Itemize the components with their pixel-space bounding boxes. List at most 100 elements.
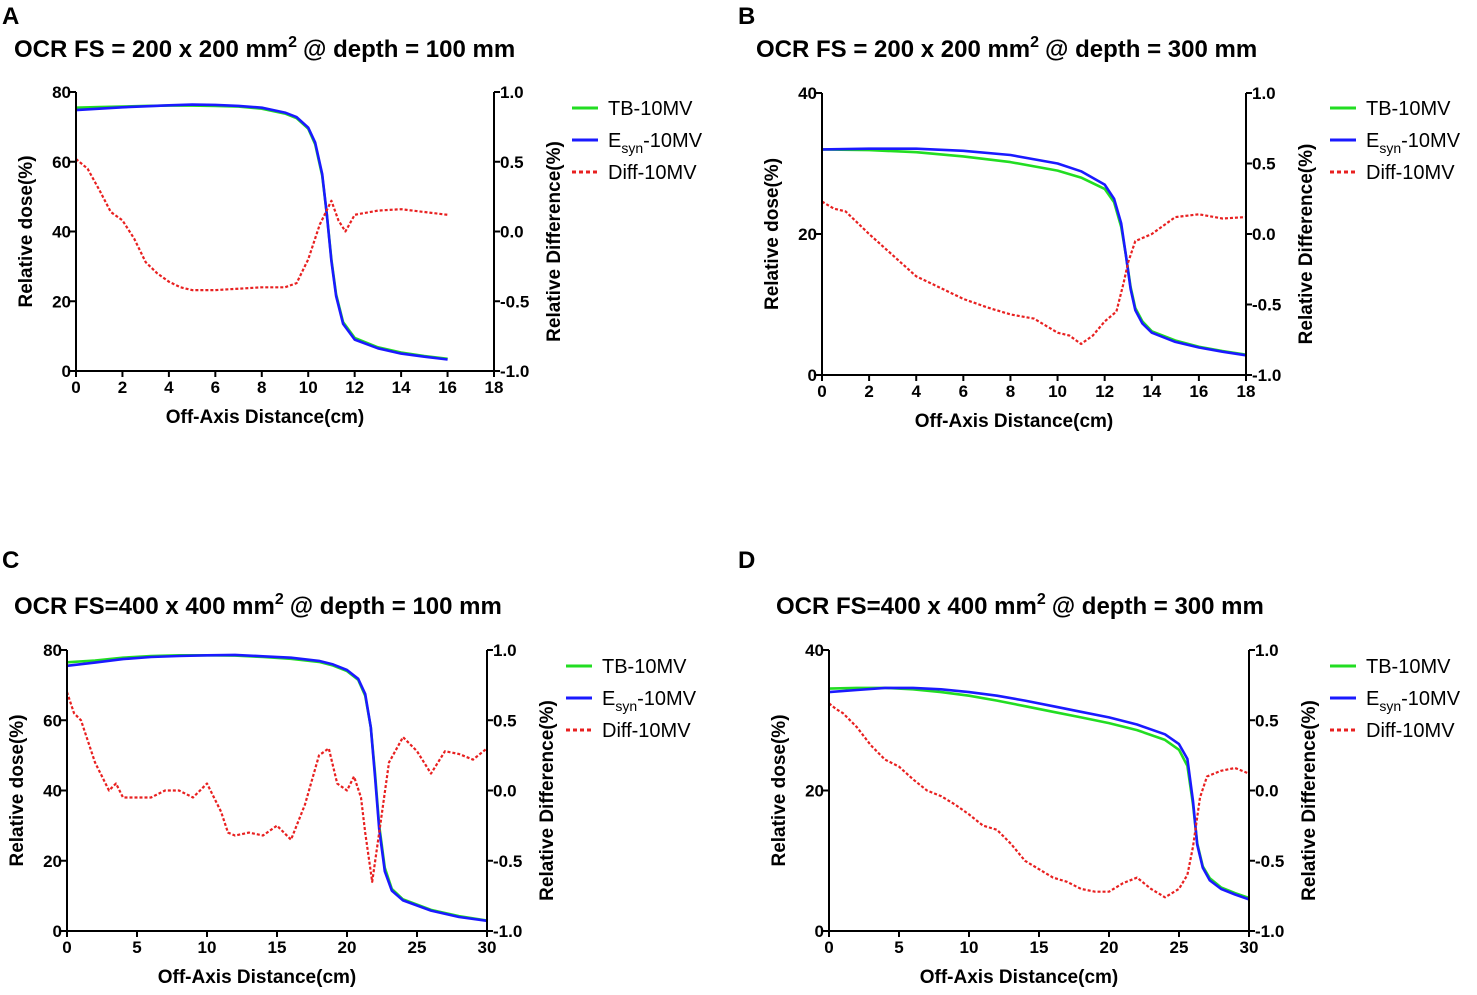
y2-tick-label: 0.5 (1252, 155, 1276, 174)
y2-axis-label: Relative Difference(%) (537, 700, 558, 901)
panel-C: C OCR FS=400 x 400 mm2 @ depth = 100 mm 0 5 1… (2, 547, 697, 988)
x-tick-label: 10 (299, 378, 318, 397)
legend-subscript: syn (621, 140, 643, 156)
panel-title: OCR FS = 200 x 200 mm2 @ depth = 100 mm (14, 34, 515, 63)
legend-prefix: E (1366, 688, 1379, 710)
y-tick-label: 0 (808, 366, 817, 385)
legend-text-main: TB-10MV (608, 98, 693, 120)
legend-text-rest: -10MV (1401, 688, 1461, 710)
legend-prefix: E (608, 130, 621, 152)
x-tick-label: 25 (408, 938, 427, 957)
y-tick-label: 60 (52, 153, 71, 172)
title-suffix: @ depth = 300 mm (1052, 593, 1264, 620)
y2-tick-label: -1.0 (1252, 366, 1281, 385)
y2-tick-label: 0.0 (1255, 782, 1279, 801)
y-axis-label: Relative dose(%) (762, 158, 783, 310)
y-tick-label: 40 (798, 84, 817, 103)
y-tick-label: 20 (798, 225, 817, 244)
y2-tick-label: 0.5 (493, 711, 517, 730)
legend-label: Diff-10MV (1366, 162, 1455, 184)
y-tick-label: 20 (43, 852, 62, 871)
legend-subscript: syn (615, 698, 637, 714)
legend-subscript: syn (1379, 140, 1401, 156)
y-tick-label: 80 (52, 83, 71, 102)
title-main: OCR FS=400 x 400 mm (14, 593, 275, 620)
legend-text-main: TB-10MV (602, 656, 687, 678)
y-tick-label: 60 (43, 711, 62, 730)
series-tb-10mv (66, 653, 488, 922)
y2-axis-label: Relative Difference(%) (1296, 144, 1317, 345)
y2-tick-label: 0.0 (493, 782, 517, 801)
y-tick-label: 40 (805, 641, 824, 660)
title-suffix: @ depth = 100 mm (290, 593, 502, 620)
y2-tick-label: 0.0 (1252, 225, 1276, 244)
title-main: OCR FS=400 x 400 mm (776, 593, 1037, 620)
y2-tick-label: -0.5 (493, 852, 522, 871)
x-tick-label: 12 (1095, 382, 1114, 401)
x-tick-label: 6 (211, 378, 220, 397)
y2-tick-label: 0.5 (500, 153, 524, 172)
x-axis-label: Off-Axis Distance(cm) (158, 967, 357, 988)
panel-D: D OCR FS=400 x 400 mm2 @ depth = 300 mm 0 5 1… (738, 547, 1461, 988)
x-tick-label: 14 (392, 378, 411, 397)
y2-tick-label: -0.5 (1252, 296, 1281, 315)
legend-label: Diff-10MV (608, 162, 697, 184)
legend-label: TB-10MV (1366, 656, 1451, 678)
legend-label: Diff-10MV (602, 720, 691, 742)
legend-label: Esyn-10MV (608, 130, 703, 156)
x-tick-label: 4 (164, 378, 174, 397)
legend-text-main: Diff-10MV (1366, 720, 1455, 742)
x-tick-label: 10 (960, 938, 979, 957)
y-tick-label: 0 (815, 922, 824, 941)
y2-tick-label: -0.5 (500, 292, 529, 311)
x-tick-label: 20 (338, 938, 357, 957)
legend-text-rest: -10MV (637, 688, 697, 710)
x-tick-label: 15 (1030, 938, 1049, 957)
series-tb-10mv (821, 148, 1247, 356)
series-esyn-10mv (66, 653, 488, 923)
title-main: OCR FS = 200 x 200 mm (756, 36, 1030, 63)
x-tick-label: 16 (438, 378, 457, 397)
x-axis-label: Off-Axis Distance(cm) (920, 967, 1119, 988)
y-tick-label: 0 (62, 362, 71, 381)
title-superscript: 2 (1030, 34, 1039, 51)
y-axis-label: Relative dose(%) (769, 714, 790, 866)
x-tick-label: 10 (198, 938, 217, 957)
series-tb-10mv (75, 104, 448, 361)
y2-tick-label: 1.0 (493, 641, 517, 660)
x-tick-label: 30 (1240, 938, 1259, 957)
legend-label: Esyn-10MV (1366, 130, 1461, 156)
series-diff-10mv (821, 200, 1247, 346)
title-suffix: @ depth = 300 mm (1045, 36, 1257, 63)
y2-tick-label: -0.5 (1255, 852, 1284, 871)
x-axis-label: Off-Axis Distance(cm) (166, 407, 365, 428)
x-tick-label: 2 (864, 382, 873, 401)
legend-text-main: TB-10MV (1366, 98, 1451, 120)
legend-text-main: Diff-10MV (1366, 162, 1455, 184)
x-tick-label: 15 (268, 938, 287, 957)
y2-tick-label: -1.0 (493, 922, 522, 941)
x-tick-label: 2 (118, 378, 127, 397)
x-tick-label: 0 (824, 938, 833, 957)
y2-tick-label: 0.0 (500, 223, 524, 242)
panel-letter: A (2, 3, 19, 30)
panel-title: OCR FS=400 x 400 mm2 @ depth = 300 mm (776, 591, 1264, 620)
y-axis-label: Relative dose(%) (16, 155, 37, 307)
legend-label: TB-10MV (1366, 98, 1451, 120)
panel-title: OCR FS=400 x 400 mm2 @ depth = 100 mm (14, 591, 502, 620)
y-tick-label: 20 (805, 782, 824, 801)
legend-subscript: syn (1379, 698, 1401, 714)
title-suffix: @ depth = 100 mm (303, 36, 515, 63)
y-axis-label: Relative dose(%) (7, 714, 28, 866)
x-tick-label: 18 (1237, 382, 1256, 401)
series-diff-10mv (828, 702, 1250, 899)
y2-tick-label: -1.0 (500, 362, 529, 381)
panel-letter: B (738, 3, 755, 30)
legend-label: TB-10MV (608, 98, 693, 120)
panel-title: OCR FS = 200 x 200 mm2 @ depth = 300 mm (756, 34, 1257, 63)
y2-tick-label: -1.0 (1255, 922, 1284, 941)
x-tick-label: 6 (959, 382, 968, 401)
legend-prefix: E (1366, 130, 1379, 152)
y-tick-label: 80 (43, 641, 62, 660)
